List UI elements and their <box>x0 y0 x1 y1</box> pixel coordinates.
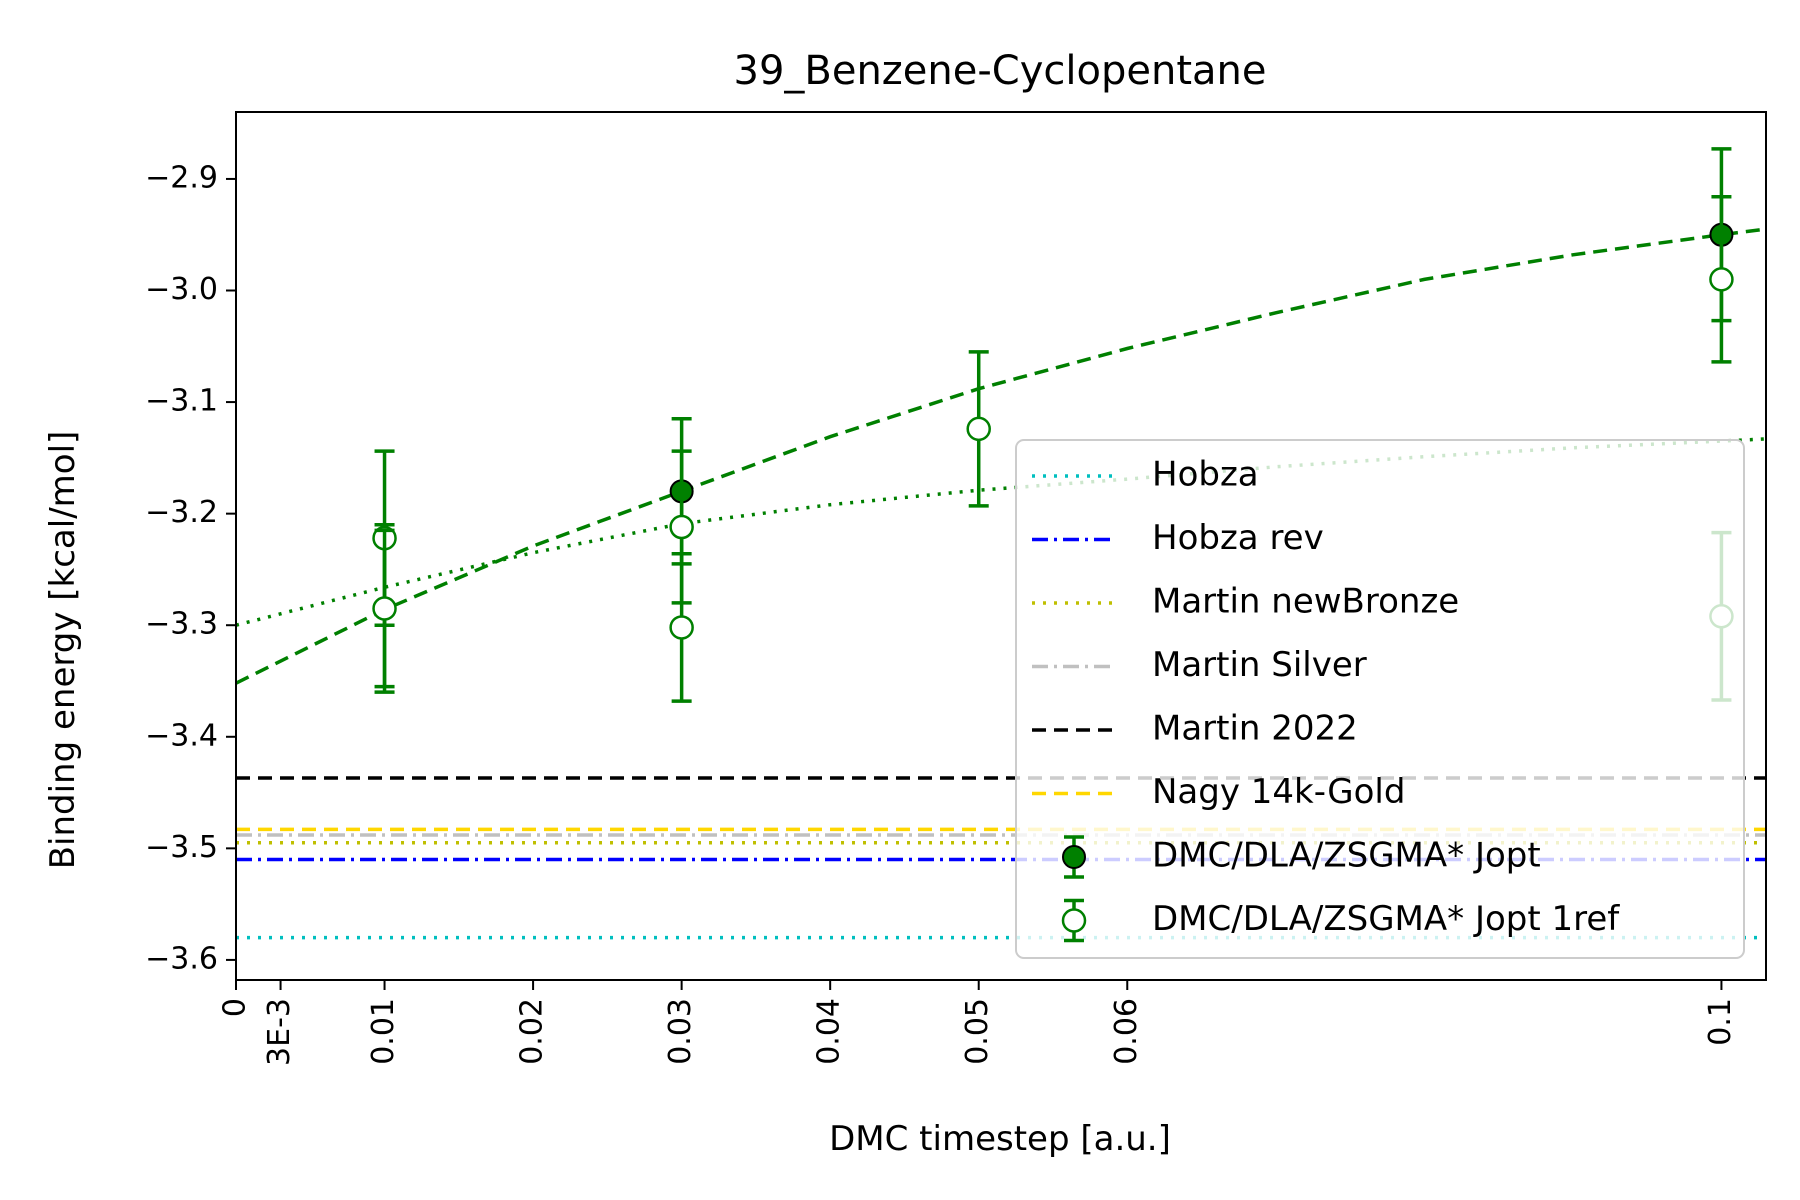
legend-item-series-1: DMC/DLA/ZSGMA* Jopt 1ref <box>1061 898 1620 943</box>
data-point-s1-2 <box>372 528 397 689</box>
x-tick-label-8: 0.1 <box>1703 998 1738 1046</box>
legend-label: Hobza <box>1152 455 1259 495</box>
plot-frame <box>235 111 1767 981</box>
legend-item-0: Hobza <box>1032 455 1259 495</box>
y-tick-label-4: −3.3 <box>145 607 218 642</box>
y-tick-label-3: −3.2 <box>145 495 218 530</box>
legend-item-5: Nagy 14k-Gold <box>1032 772 1405 812</box>
x-tick-label-7: 0.06 <box>1109 998 1144 1065</box>
y-tick-label-0: −2.9 <box>145 160 218 195</box>
legend-label: Martin Silver <box>1152 645 1367 685</box>
legend-label: Hobza rev <box>1152 518 1324 558</box>
legend-marker <box>1061 908 1087 933</box>
fit-curve-0 <box>236 227 1766 685</box>
x-tick-label-2: 0.01 <box>366 998 401 1065</box>
x-tick-label-5: 0.04 <box>812 998 847 1065</box>
point-marker <box>372 596 397 621</box>
x-tick-label-3: 0.02 <box>515 998 550 1065</box>
point-marker <box>669 615 694 640</box>
chart-title: 39_Benzene-Cyclopentane <box>734 48 1267 94</box>
point-marker <box>669 514 694 540</box>
data-point-s1-5 <box>1709 195 1734 364</box>
y-axis-label: Binding energy [kcal/mol] <box>43 431 83 870</box>
data-point-s1-4 <box>966 350 991 508</box>
y-tick-label-2: −3.1 <box>145 384 218 419</box>
y-tick-label-5: −3.4 <box>145 718 218 753</box>
legend-label: Nagy 14k-Gold <box>1152 772 1405 812</box>
x-ticks: 0 3E-3 0.01 0.02 0.03 0.04 0.05 0.06 0.1 <box>218 980 1738 1066</box>
legend-label: Martin newBronze <box>1152 582 1459 622</box>
x-axis-label: DMC timestep [a.u.] <box>829 1119 1171 1159</box>
y-tick-label-6: −3.5 <box>145 830 218 865</box>
legend-item-1: Hobza rev <box>1032 518 1324 558</box>
y-tick-label-1: −3.0 <box>145 272 218 307</box>
legend-box <box>1015 439 1745 959</box>
legend-item-2: Martin newBronze <box>1032 582 1459 622</box>
legend-item-3: Martin Silver <box>1032 645 1367 685</box>
data-point-s1-3 <box>669 552 694 703</box>
y-tick-label-7: −3.6 <box>145 941 218 976</box>
point-marker <box>966 416 991 442</box>
y-ticks: −2.9 −3.0 −3.1 −3.2 −3.3 −3.4 −3.5 −3.6 <box>145 160 236 976</box>
legend-label: DMC/DLA/ZSGMA* Jopt 1ref <box>1152 899 1620 939</box>
x-tick-label-6: 0.05 <box>960 998 995 1065</box>
legend-label: DMC/DLA/ZSGMA* Jopt <box>1152 836 1541 876</box>
legend-item-series-0: DMC/DLA/ZSGMA* Jopt <box>1062 835 1541 879</box>
x-tick-label-4: 0.03 <box>663 998 698 1065</box>
legend-marker <box>1062 845 1086 869</box>
legend-item-4: Martin 2022 <box>1032 709 1358 749</box>
legend-label: Martin 2022 <box>1152 709 1358 749</box>
point-marker <box>1709 267 1734 292</box>
x-tick-label-0: 0 <box>218 998 253 1017</box>
x-tick-label-1: 3E-3 <box>262 998 297 1066</box>
legend: Hobza Hobza rev Martin newBronze Martin Sil… <box>1015 439 1745 959</box>
